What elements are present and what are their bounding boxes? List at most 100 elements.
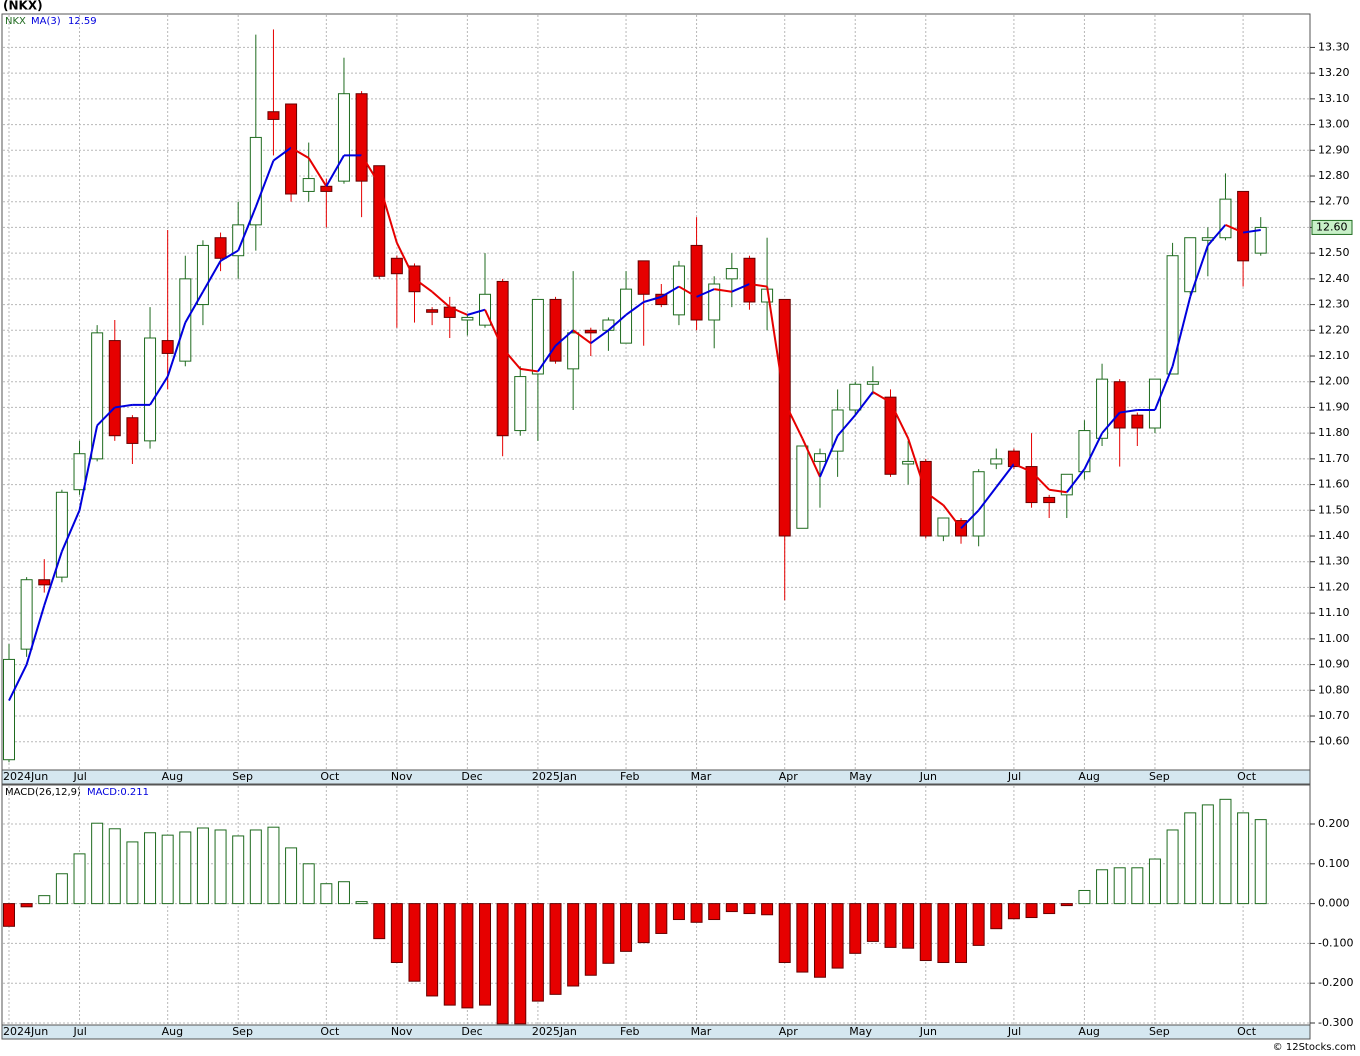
candle-body [320, 185, 333, 192]
candle-body [1043, 496, 1056, 504]
candle-body [479, 293, 492, 326]
macd-bar [884, 903, 897, 948]
macd-bar [1254, 819, 1267, 905]
macd-bar [1148, 858, 1161, 905]
macd-bar [1096, 869, 1109, 905]
candle-body [531, 298, 544, 375]
macd-bar [672, 903, 685, 921]
macd-bar [849, 903, 862, 954]
ma-segment [942, 504, 962, 529]
ma-segment [907, 437, 927, 493]
ma-segment [202, 260, 222, 293]
price-panel [1, 13, 1311, 771]
last-price-tag [1311, 219, 1353, 235]
macd-bar [990, 903, 1003, 930]
macd-bar [426, 903, 439, 997]
chart-title: (NKX) [3, 0, 43, 13]
x-tick-label: Aug [162, 1025, 183, 1038]
candle-body [144, 337, 157, 442]
candle-body [196, 244, 209, 306]
legend-ma-value: 12.59 [68, 16, 97, 27]
macd-bar [1166, 829, 1179, 905]
candle-body [549, 298, 562, 362]
ma-segment [114, 403, 133, 409]
ma-segment [1189, 245, 1209, 298]
candle-body [937, 517, 950, 537]
macd-bar [831, 903, 844, 969]
x-tick-label: Nov [391, 1025, 413, 1038]
ma-segment [1154, 365, 1174, 411]
y-tick-label: 12.80 [1318, 169, 1350, 182]
ma-segment [1207, 224, 1227, 247]
watermark: © 12Stocks.com [1273, 1042, 1356, 1053]
y-tick-label: 13.10 [1318, 92, 1350, 105]
ma-segment [1049, 488, 1067, 494]
macd-bar [496, 903, 509, 1025]
candle-body [355, 93, 368, 182]
macd-bar [161, 834, 174, 905]
ma-segment [872, 391, 892, 404]
ma-segment [184, 291, 204, 324]
x-tick-label: Feb [620, 1025, 639, 1038]
candle-body [214, 237, 227, 259]
y-tick-label: 11.80 [1318, 426, 1350, 439]
candle-body [1166, 255, 1179, 375]
candle-body [267, 111, 280, 120]
ma-segment [220, 249, 239, 262]
candle-body [690, 244, 703, 321]
legend-ma: MA(3) [31, 16, 61, 27]
x-tick-label: Jun [919, 1025, 937, 1038]
x-axis-band [1, 769, 1311, 785]
y-tick-label: 12.70 [1318, 195, 1350, 208]
ma-segment [783, 401, 804, 439]
x-tick-label: Aug [1078, 770, 1099, 783]
x-tick-label: Nov [391, 770, 413, 783]
y-tick-label: 11.60 [1318, 478, 1350, 491]
candle-body [232, 224, 245, 257]
ma-segment [96, 406, 116, 427]
ma-segment [237, 206, 257, 251]
macd-bar [655, 903, 668, 934]
candle-body [672, 265, 685, 316]
y-tick-label: 12.00 [1318, 375, 1350, 388]
x-tick-label: 2025Jan [532, 770, 577, 783]
macd-bar [602, 903, 615, 964]
macd-bar [196, 827, 209, 905]
y-tick-label: 12.90 [1318, 143, 1350, 156]
macd-bar [1078, 889, 1091, 905]
macd-bar [1043, 903, 1056, 915]
macd-bar [1007, 903, 1020, 920]
x-tick-label: Apr [779, 1025, 799, 1038]
candle-body [390, 257, 403, 275]
macd-bar [91, 822, 104, 905]
candle-body [1254, 226, 1267, 254]
y-tick-label: 11.10 [1318, 606, 1350, 619]
ma-segment [501, 347, 522, 370]
ma-segment [819, 435, 839, 478]
candle-body [778, 298, 791, 537]
macd-bar [337, 881, 350, 905]
macd-bar [761, 903, 774, 916]
ma-segment [1030, 471, 1050, 491]
candle-body [20, 579, 33, 650]
macd-bar [144, 832, 157, 905]
ma-segment [554, 329, 574, 347]
y-tick-label: 0.100 [1318, 857, 1350, 870]
candle-body [3, 658, 15, 761]
ma-segment [1066, 468, 1086, 493]
ma-segment [378, 183, 398, 244]
candle-body [567, 332, 580, 370]
macd-bar [549, 903, 562, 995]
ma-segment [1171, 296, 1192, 367]
ma-segment [395, 242, 416, 280]
macd-bar [232, 835, 245, 905]
candle-body [813, 453, 826, 462]
candle-body [179, 278, 192, 362]
ma-segment [1242, 229, 1261, 234]
x-tick-label: Mar [691, 770, 712, 783]
ma-segment [1083, 432, 1103, 470]
y-tick-label: -0.200 [1318, 976, 1353, 989]
legend-macd-value: MACD:0.211 [87, 787, 149, 798]
ma-segment [520, 367, 539, 373]
